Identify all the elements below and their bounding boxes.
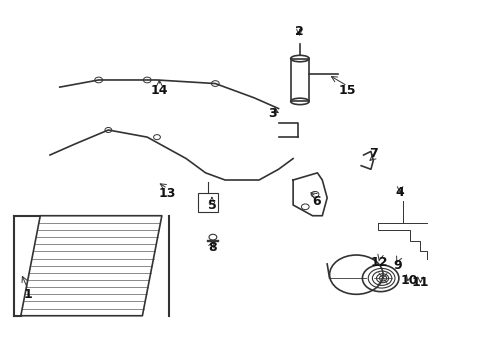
Text: 1: 1 (24, 288, 32, 301)
Bar (290, 59, 308, 102)
Polygon shape (21, 216, 162, 316)
Polygon shape (292, 173, 326, 216)
Text: 13: 13 (159, 187, 176, 200)
Text: 8: 8 (208, 241, 217, 255)
Text: 15: 15 (338, 84, 356, 97)
Text: 10: 10 (399, 274, 417, 287)
Text: 2: 2 (294, 25, 303, 38)
Text: 6: 6 (311, 195, 320, 208)
Text: 14: 14 (150, 84, 168, 97)
Text: 11: 11 (411, 276, 428, 289)
Text: 5: 5 (207, 198, 216, 212)
Bar (198, 193, 217, 212)
Text: 4: 4 (395, 186, 404, 199)
Text: 12: 12 (370, 256, 387, 269)
Text: 3: 3 (268, 107, 276, 120)
Text: 7: 7 (368, 147, 377, 160)
Text: 9: 9 (392, 258, 401, 271)
